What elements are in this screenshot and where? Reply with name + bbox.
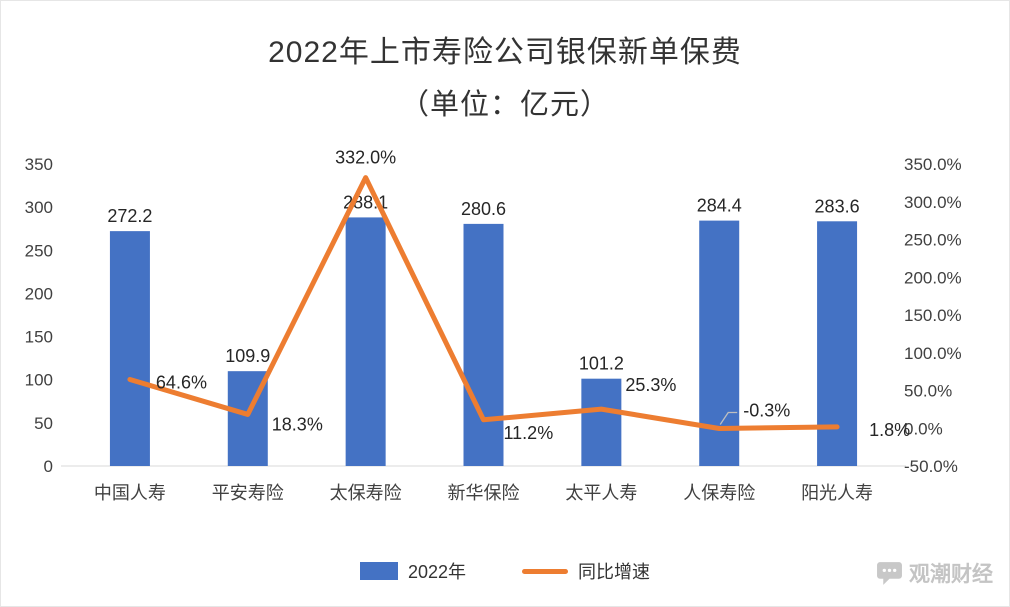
line-series-swatch [522, 568, 569, 574]
bar [109, 231, 150, 466]
x-axis-label: 太保寿险 [330, 483, 402, 503]
y-axis-tick-right: 350.0% [904, 155, 962, 174]
bar-value-label: 284.4 [697, 196, 742, 216]
watermark: 观潮财经 [876, 558, 993, 588]
chart-title: 2022年上市寿险公司银保新单保费 [268, 36, 742, 69]
y-axis-tick-left: 150 [25, 328, 53, 347]
bar [463, 223, 504, 466]
y-axis-tick-left: 100 [25, 371, 53, 390]
y-axis-tick-right: 0.0% [904, 419, 943, 438]
y-axis-tick-right: 200.0% [904, 268, 962, 287]
bar-series-swatch [359, 562, 398, 580]
growth-value-label: 18.3% [272, 414, 323, 434]
y-axis-tick-left: 200 [25, 284, 53, 303]
y-axis-tick-right: -50.0% [904, 457, 958, 476]
legend-line-label: 同比增速 [578, 562, 651, 582]
y-axis-tick-left: 250 [25, 241, 53, 260]
x-axis-label: 太平人寿 [565, 483, 637, 503]
x-axis-label: 平安寿险 [212, 483, 284, 503]
y-axis-tick-left: 0 [44, 457, 53, 476]
x-axis-label: 阳光人寿 [801, 483, 873, 503]
chart-legend: 2022年 同比增速 [1, 558, 1009, 584]
bar-value-label: 283.6 [815, 196, 860, 216]
legend-bar-label: 2022年 [407, 562, 467, 582]
y-axis-tick-left: 50 [34, 414, 53, 433]
bar-value-label: 101.2 [579, 354, 624, 374]
growth-line [127, 175, 840, 431]
growth-value-label: 1.8% [869, 420, 910, 440]
watermark-text: 观潮财经 [909, 563, 993, 586]
x-axis-label: 人保寿险 [683, 483, 755, 503]
label-leader-line [719, 411, 738, 425]
bar [581, 378, 622, 466]
y-axis-tick-right: 150.0% [904, 306, 962, 325]
chat-bubble-icon [877, 561, 902, 585]
growth-value-label: 11.2% [504, 423, 554, 443]
bar-value-label: 109.9 [225, 346, 270, 366]
y-axis-tick-left: 300 [25, 198, 53, 217]
chart-subtitle: （单位：亿元） [399, 89, 610, 121]
x-axis-label: 中国人寿 [94, 483, 166, 503]
bar-value-label: 272.2 [107, 206, 152, 226]
y-axis-tick-left: 350 [25, 155, 53, 174]
growth-value-label: 64.6% [156, 372, 207, 392]
y-axis-tick-right: 300.0% [904, 193, 962, 212]
bar-value-label: 280.6 [461, 199, 506, 219]
legend-item-bar-series: 2022年 [359, 558, 467, 584]
y-axis-tick-right: 50.0% [904, 382, 952, 401]
growth-value-label: -0.3% [743, 400, 790, 420]
y-axis-tick-right: 100.0% [904, 344, 962, 363]
legend-item-line-series: 同比增速 [522, 558, 650, 584]
x-axis-label: 新华保险 [448, 483, 520, 503]
y-axis-tick-right: 250.0% [904, 231, 962, 250]
growth-value-label: 25.3% [625, 375, 676, 395]
growth-value-label: 332.0% [335, 148, 396, 168]
bar [345, 217, 386, 466]
